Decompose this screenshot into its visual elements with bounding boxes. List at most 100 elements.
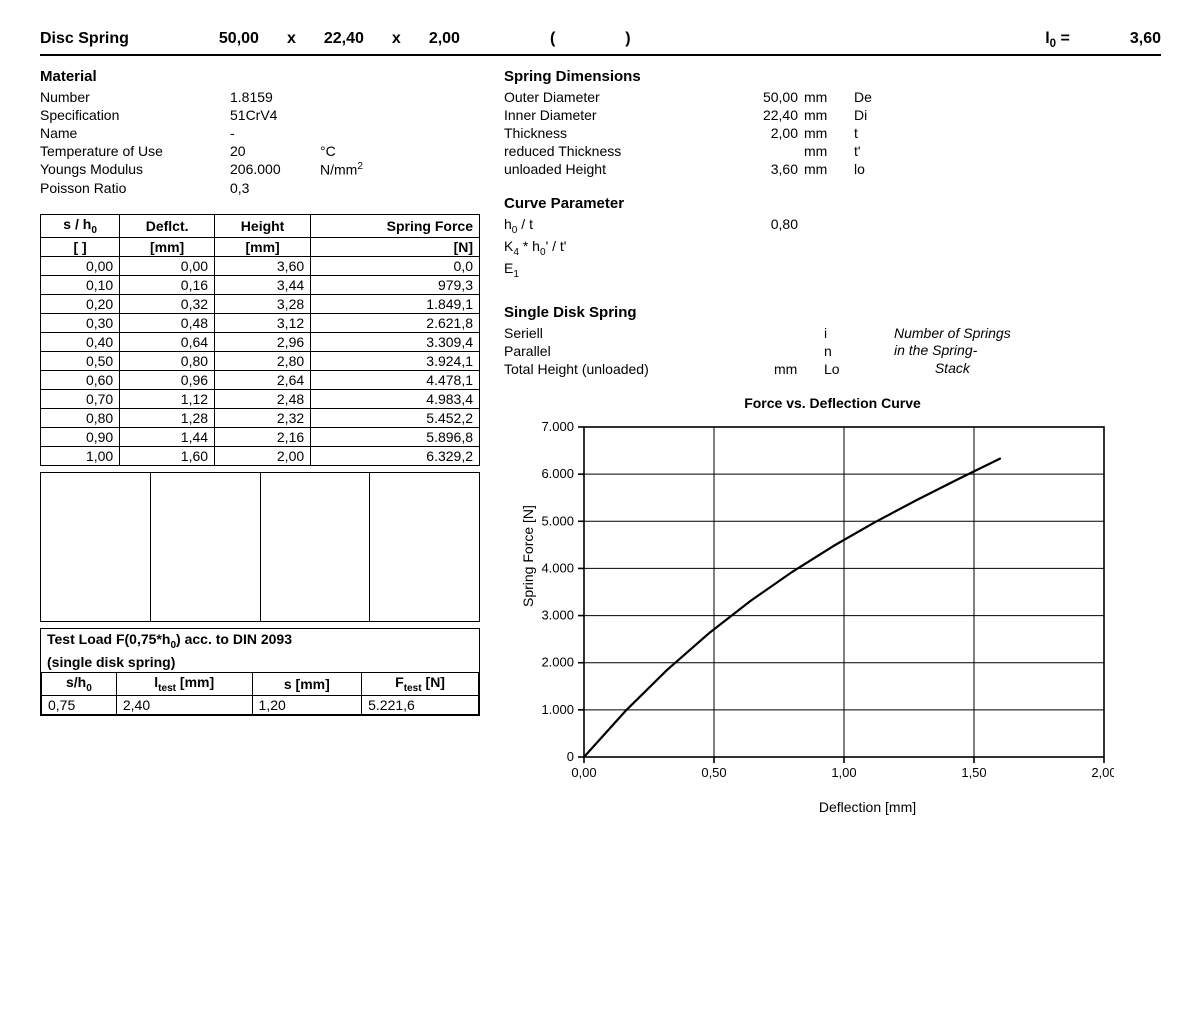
material-heading: Material [40, 68, 480, 85]
table-cell: 0,00 [120, 256, 215, 275]
header: Disc Spring 50,00 x 22,40 x 2,00 ( ) l0 … [40, 30, 1161, 56]
material-unit: N/mm2 [320, 161, 390, 178]
table-cell: 0,48 [120, 313, 215, 332]
curve-label: E1 [504, 260, 714, 280]
table-cell: 0,0 [311, 256, 480, 275]
table-cell: 4.983,4 [311, 389, 480, 408]
svg-text:1,50: 1,50 [961, 765, 986, 780]
single-symbol: n [824, 343, 874, 359]
curve-label: K4 * h0' / t' [504, 238, 714, 258]
test-td1: 0,75 [42, 696, 117, 715]
svg-text:0,00: 0,00 [571, 765, 596, 780]
curve-label: h0 / t [504, 216, 714, 236]
svg-text:1,00: 1,00 [831, 765, 856, 780]
test-subtitle: (single disk spring) [41, 652, 479, 672]
test-th4: Ftest [N] [362, 673, 479, 696]
note-l2: in the Spring- [894, 342, 1011, 360]
svg-text:0,50: 0,50 [701, 765, 726, 780]
table-row: 0,801,282,325.452,2 [41, 408, 480, 427]
material-label: Youngs Modulus [40, 161, 230, 178]
table-row: 0,701,122,484.983,4 [41, 389, 480, 408]
single-unit [774, 343, 824, 359]
material-value: 1.8159 [230, 89, 320, 105]
note-l3: Stack [894, 360, 1011, 378]
single-heading: Single Disk Spring [504, 304, 1161, 321]
table-cell: 0,90 [41, 427, 120, 446]
table-cell: 979,3 [311, 275, 480, 294]
single-symbol: i [824, 325, 874, 341]
left-column: Material Number1.8159Specification51CrV4… [40, 62, 480, 815]
th-sh0: s / h0 [41, 214, 120, 237]
empty-data-box [40, 472, 480, 622]
l0-label: l0 = [1045, 30, 1070, 50]
single-label: Seriell [504, 325, 714, 341]
chart-ylabel: Spring Force [N] [520, 505, 536, 607]
thu-deflct: [mm] [120, 237, 215, 256]
rparen: ) [625, 30, 630, 48]
thu-sh0: [ ] [41, 237, 120, 256]
test-title: Test Load F(0,75*h0) acc. to DIN 2093 [41, 629, 479, 653]
single-symbol: Lo [824, 361, 874, 377]
svg-text:7.000: 7.000 [541, 419, 574, 434]
table-cell: 1,60 [120, 446, 215, 465]
table-cell: 1,28 [120, 408, 215, 427]
dim2: 22,40 [324, 30, 364, 48]
single-value [714, 361, 774, 377]
note-l1: Number of Springs [894, 325, 1011, 343]
material-value: 0,3 [230, 180, 320, 196]
single-unit [774, 325, 824, 341]
dim-symbol: De [854, 89, 904, 105]
table-row: 1,001,602,006.329,2 [41, 446, 480, 465]
single-grid: SerielliParallelnTotal Height (unloaded)… [504, 325, 874, 377]
table-cell: 3.309,4 [311, 332, 480, 351]
table-cell: 0,10 [41, 275, 120, 294]
dim-label: reduced Thickness [504, 143, 714, 159]
test-td3: 1,20 [252, 696, 362, 715]
test-td2: 2,40 [116, 696, 252, 715]
dim-symbol: t' [854, 143, 904, 159]
stack-note: Number of Springs in the Spring- Stack [894, 325, 1011, 378]
chart-title: Force vs. Deflection Curve [504, 395, 1161, 411]
chart: 0,000,501,001,502,0001.0002.0003.0004.00… [514, 417, 1114, 797]
dims-heading: Spring Dimensions [504, 68, 1161, 85]
curve-heading: Curve Parameter [504, 195, 1161, 212]
curve-grid: h0 / t0,80K4 * h0' / t'E1 [504, 216, 1161, 279]
th-height: Height [215, 214, 311, 237]
dim-unit: mm [804, 143, 854, 159]
single-label: Total Height (unloaded) [504, 361, 714, 377]
table-cell: 0,64 [120, 332, 215, 351]
chart-xlabel: Deflection [mm] [574, 799, 1161, 815]
dim-symbol: t [854, 125, 904, 141]
material-unit: °C [320, 143, 390, 159]
table-cell: 1,12 [120, 389, 215, 408]
table-cell: 0,60 [41, 370, 120, 389]
sep1: x [287, 30, 296, 48]
sep2: x [392, 30, 401, 48]
dim-symbol: Di [854, 107, 904, 123]
dim-value [714, 143, 804, 159]
th-force: Spring Force [311, 214, 480, 237]
table-row: 0,300,483,122.621,8 [41, 313, 480, 332]
title: Disc Spring [40, 30, 129, 48]
svg-text:2.000: 2.000 [541, 655, 574, 670]
material-value: 20 [230, 143, 320, 159]
dim-unit: mm [804, 107, 854, 123]
svg-text:2,00: 2,00 [1091, 765, 1114, 780]
material-grid: Number1.8159Specification51CrV4Name-Temp… [40, 89, 480, 196]
table-cell: 0,00 [41, 256, 120, 275]
l0-value: 3,60 [1130, 30, 1161, 48]
chart-svg: 0,000,501,001,502,0001.0002.0003.0004.00… [514, 417, 1114, 797]
table-cell: 2,48 [215, 389, 311, 408]
table-cell: 3,12 [215, 313, 311, 332]
table-cell: 0,70 [41, 389, 120, 408]
dim-value: 22,40 [714, 107, 804, 123]
table-cell: 0,80 [120, 351, 215, 370]
material-value: 206.000 [230, 161, 320, 178]
test-load-box: Test Load F(0,75*h0) acc. to DIN 2093 (s… [40, 628, 480, 717]
dim1: 50,00 [219, 30, 259, 48]
material-unit [320, 107, 390, 123]
test-th2: ltest [mm] [116, 673, 252, 696]
table-cell: 2,96 [215, 332, 311, 351]
dim-symbol: lo [854, 161, 904, 177]
dim-unit: mm [804, 161, 854, 177]
